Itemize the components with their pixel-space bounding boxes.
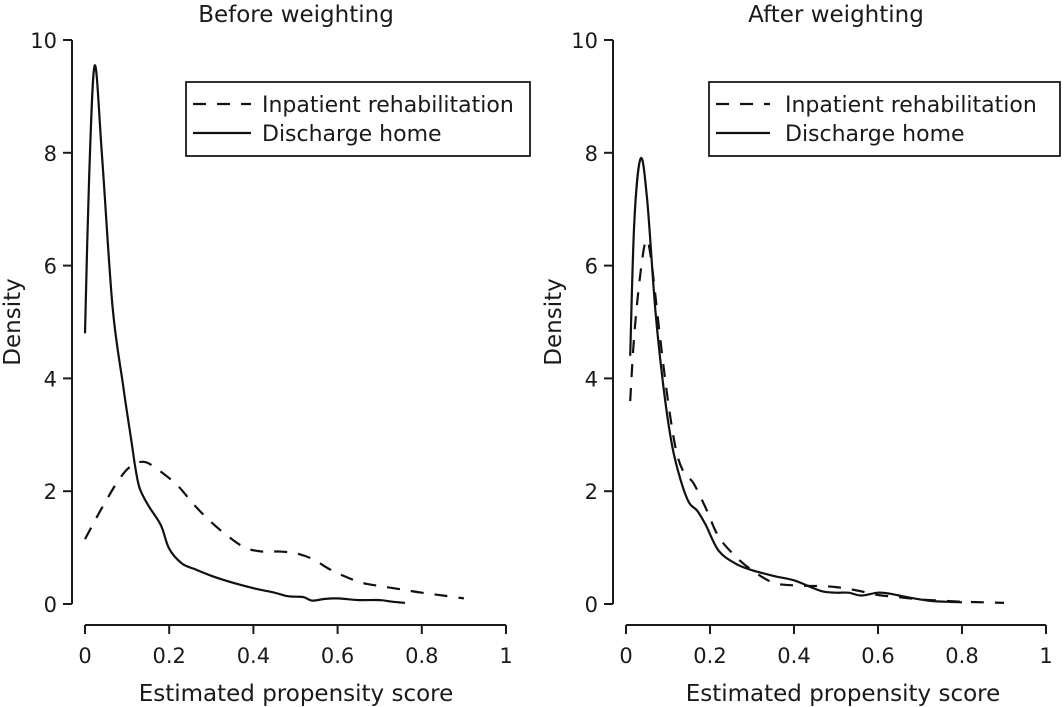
y-tick-label: 6 bbox=[44, 255, 57, 279]
x-tick-label: 0.4 bbox=[777, 644, 810, 668]
x-tick-label: 0.2 bbox=[693, 644, 726, 668]
x-axis: 0 0.2 0.4 0.6 0.8 1 bbox=[619, 624, 1053, 668]
chart-title: Before weighting bbox=[198, 2, 394, 28]
x-tick-label: 0 bbox=[619, 644, 632, 668]
density-curve-discharge-home bbox=[83, 64, 406, 604]
legend-box bbox=[708, 81, 1061, 157]
x-tick-label: 0.4 bbox=[237, 644, 270, 668]
legend-label-discharge-home: Discharge home bbox=[262, 122, 442, 147]
y-axis: 0 2 4 6 8 10 bbox=[30, 29, 73, 617]
x-tick-label: 0.2 bbox=[152, 644, 185, 668]
legend-label-inpatient-rehabilitation: Inpatient rehabilitation bbox=[785, 93, 1037, 118]
x-axis-label: Estimated propensity score bbox=[686, 681, 1001, 707]
y-tick-label: 0 bbox=[585, 593, 598, 617]
legend: Inpatient rehabilitation Discharge home bbox=[708, 81, 1061, 157]
y-axis-label: Density bbox=[541, 278, 567, 365]
x-tick-label: 0.6 bbox=[861, 644, 894, 668]
density-curve-inpatient-rehabilitation bbox=[629, 238, 1005, 604]
y-tick-label: 2 bbox=[585, 480, 598, 504]
legend-label-inpatient-rehabilitation: Inpatient rehabilitation bbox=[262, 93, 514, 118]
x-tick-label: 0.8 bbox=[945, 644, 978, 668]
legend-box bbox=[185, 81, 531, 157]
x-tick-label: 0.6 bbox=[321, 644, 354, 668]
legend-label-discharge-home: Discharge home bbox=[785, 122, 965, 147]
y-tick-label: 10 bbox=[30, 29, 57, 53]
y-axis: 0 2 4 6 8 10 bbox=[571, 29, 614, 617]
legend: Inpatient rehabilitation Discharge home bbox=[185, 81, 531, 157]
x-tick-label: 1 bbox=[1039, 644, 1052, 668]
y-tick-label: 4 bbox=[585, 367, 598, 391]
plot-area bbox=[629, 156, 1005, 604]
x-tick-label: 0.8 bbox=[405, 644, 438, 668]
y-tick-label: 0 bbox=[44, 593, 57, 617]
y-tick-label: 10 bbox=[571, 29, 598, 53]
y-tick-label: 8 bbox=[44, 142, 57, 166]
density-curve-inpatient-rehabilitation bbox=[84, 460, 465, 600]
x-axis: 0 0.2 0.4 0.6 0.8 1 bbox=[78, 624, 513, 668]
x-tick-label: 1 bbox=[499, 644, 512, 668]
x-axis-label: Estimated propensity score bbox=[139, 681, 454, 707]
y-axis-label: Density bbox=[0, 278, 26, 365]
y-tick-label: 8 bbox=[585, 142, 598, 166]
y-tick-label: 4 bbox=[44, 367, 57, 391]
y-tick-label: 6 bbox=[585, 255, 598, 279]
y-tick-label: 2 bbox=[44, 480, 57, 504]
x-tick-label: 0 bbox=[78, 644, 91, 668]
plot-area bbox=[83, 64, 465, 604]
chart-title: After weighting bbox=[748, 2, 924, 28]
density-curve-discharge-home bbox=[629, 156, 963, 604]
panel-before-weighting: Before weighting Density Estimated prope… bbox=[0, 2, 531, 707]
panel-after-weighting: After weighting Density Estimated propen… bbox=[541, 2, 1061, 707]
